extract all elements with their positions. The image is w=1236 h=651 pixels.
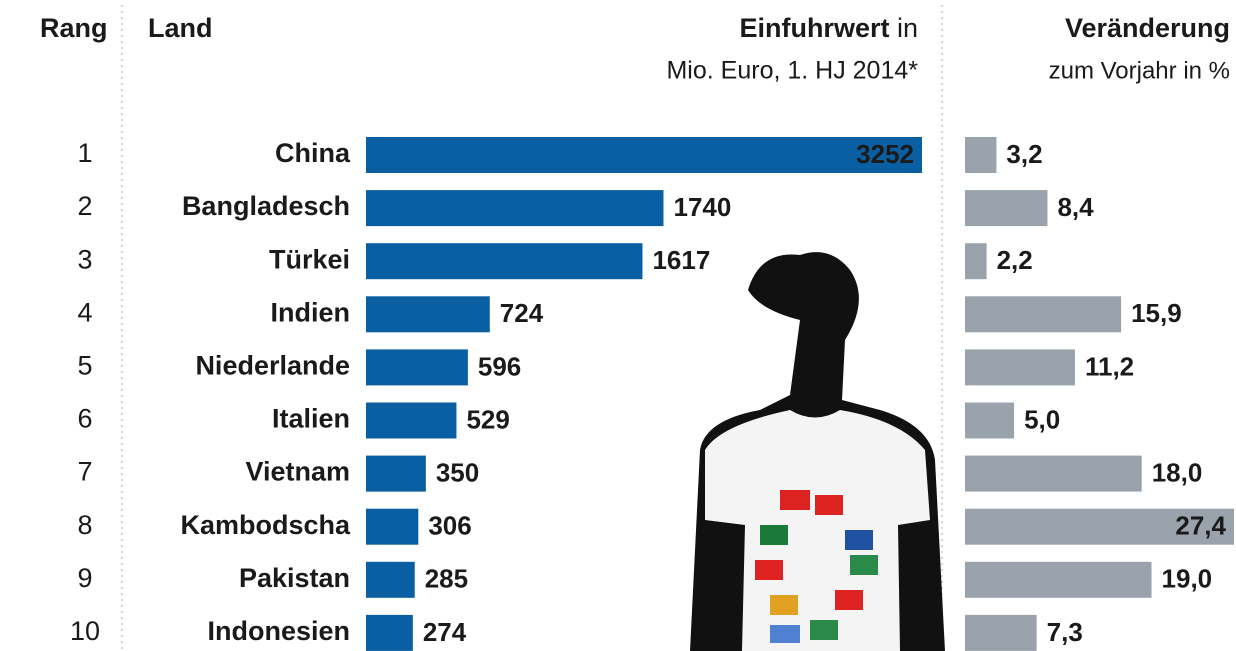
bar [366,508,419,545]
value-label: 724 [500,298,544,328]
rank: 7 [77,457,92,487]
bar [965,243,987,280]
value-label: 285 [425,564,468,594]
bar [965,190,1048,227]
value-label: 27,4 [1175,511,1226,541]
bar [366,190,664,227]
bar [366,561,415,598]
rank: 1 [77,138,92,168]
value-label: 2,2 [997,245,1033,275]
series-name-rest: in [897,13,918,43]
rank: 8 [77,510,92,540]
rank: 3 [77,244,92,274]
category-header: Land [148,13,213,43]
bar [366,243,643,280]
category-label: Pakistan [239,563,350,593]
value-label: 7,3 [1047,617,1083,647]
value-label: 274 [423,617,467,647]
category-label: Indien [271,297,351,327]
bar [366,614,413,651]
value-label: 3252 [856,139,914,169]
bar [366,137,922,173]
bar [965,349,1075,386]
bar [366,349,468,386]
bar [366,296,490,333]
value-label: 19,0 [1162,564,1213,594]
value-label: 15,9 [1131,298,1182,328]
value-label: 5,0 [1024,404,1060,434]
category-label: Niederlande [195,351,350,381]
value-label: 8,4 [1057,192,1094,222]
series-subtitle: Mio. Euro, 1. HJ 2014* [666,57,918,85]
category-label: Kambodscha [180,510,351,540]
bar [366,455,426,492]
series-name: Veränderung [1065,13,1230,43]
bar [965,296,1122,333]
value-label: 11,2 [1085,351,1134,381]
value-label: 1740 [673,192,731,222]
value-label: 529 [466,404,509,434]
bar [366,402,457,439]
category-label: Italien [272,404,350,434]
rank: 9 [77,563,92,593]
category-label: Bangladesch [182,191,350,221]
series-name: Einfuhrwert [739,13,889,43]
value-label: 18,0 [1152,457,1203,487]
value-label: 1617 [652,245,710,275]
bar [965,137,997,173]
bar [965,614,1037,651]
category-label: Indonesien [207,616,350,646]
value-label: 596 [478,351,521,381]
bar [965,508,1234,545]
rank: 6 [77,404,92,434]
category-label: Vietnam [245,457,350,487]
rank: 2 [77,191,92,221]
value-label: 3,2 [1006,139,1042,169]
category-label: China [275,138,351,168]
silhouette [690,252,945,651]
category-label: Türkei [269,244,350,274]
rank: 10 [70,616,100,646]
series-subtitle: zum Vorjahr in % [1049,57,1230,84]
value-label: 306 [428,511,471,541]
bar [965,561,1152,598]
rank: 4 [77,297,92,327]
rank-header: Rang [40,13,108,43]
value-label: 350 [436,457,479,487]
bar [965,455,1142,492]
rank: 5 [77,351,92,381]
series-header: Einfuhrwert in [739,13,918,43]
bar [965,402,1015,439]
